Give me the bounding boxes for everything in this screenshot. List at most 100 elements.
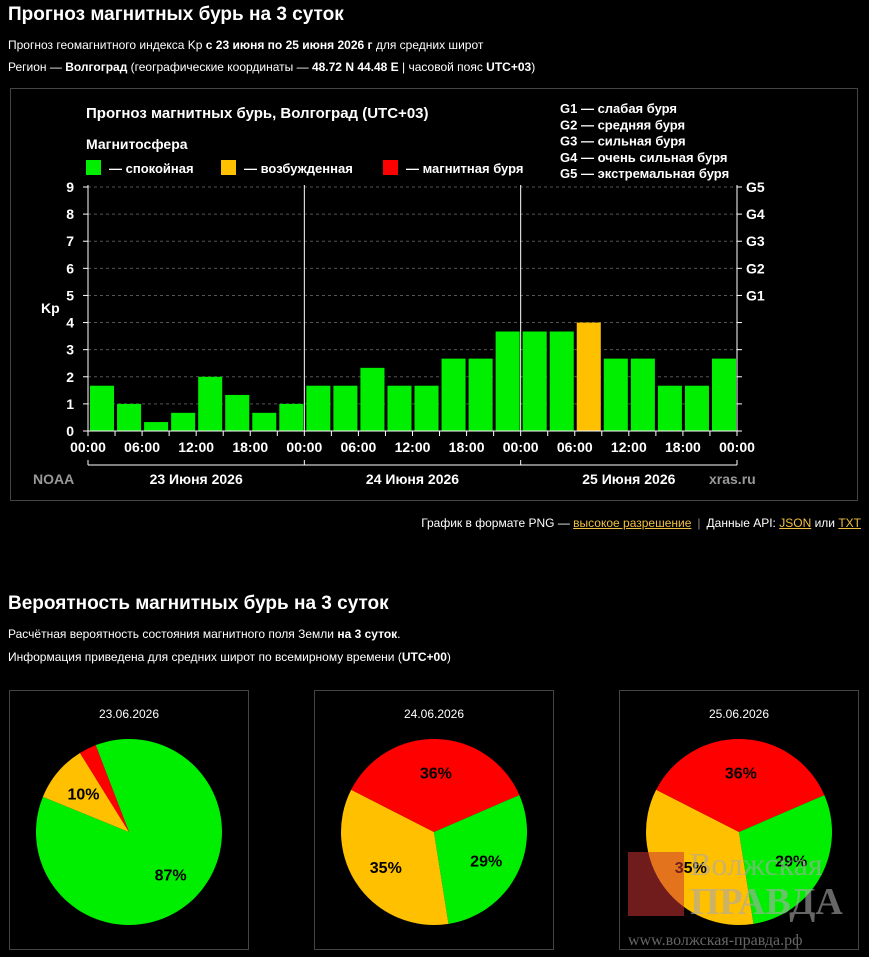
y-tick-label: 3 xyxy=(66,342,74,358)
bar xyxy=(387,385,412,431)
txt-link[interactable]: TXT xyxy=(838,516,861,530)
api-label: Данные API: xyxy=(706,516,780,530)
probability-description-post: . xyxy=(397,627,401,641)
region-coords: 48.72 N 44.48 E xyxy=(311,60,399,74)
pie-slice xyxy=(42,752,129,832)
legend-label-0: — спокойная xyxy=(109,161,194,176)
probability-description: Расчётная вероятность состояния магнитно… xyxy=(8,627,401,641)
probability-timezone: UTC+00 xyxy=(401,650,447,664)
png-label: График в формате PNG — xyxy=(421,516,574,530)
region-timezone: UTC+03 xyxy=(486,60,532,74)
right-tick-G5: G5 xyxy=(746,179,765,195)
pie-slice xyxy=(351,739,520,832)
legend-swatch-1 xyxy=(221,160,236,175)
pie-slice xyxy=(739,795,832,924)
bar xyxy=(117,403,142,431)
g-legend-4: G4 — очень сильная буря xyxy=(560,150,727,165)
x-tick-label: 18:00 xyxy=(665,439,701,455)
bar xyxy=(414,385,439,431)
x-tick-label: 06:00 xyxy=(557,439,593,455)
right-tick-G1: G1 xyxy=(746,287,765,303)
watermark-name-top: Волжская xyxy=(690,846,823,882)
png-hires-link[interactable]: высокое разрешение xyxy=(573,516,692,530)
legend-swatch-2 xyxy=(383,160,398,175)
probability-description-pre: Расчётная вероятность состояния магнитно… xyxy=(8,627,338,641)
region-post: ) xyxy=(531,60,536,74)
pie-chart-day1: 87% 10% xyxy=(35,739,222,926)
pie-chart-day2: 35% 36% 29% xyxy=(341,739,527,926)
page-title: Прогноз магнитных бурь на 3 суток xyxy=(8,4,344,25)
g-legend-1: G1 — слабая буря xyxy=(560,101,677,116)
y-tick-label: 0 xyxy=(66,423,74,439)
source-xras: xras.ru xyxy=(709,471,756,487)
pie-slice-label: 29% xyxy=(775,854,807,871)
right-tick-G2: G2 xyxy=(746,260,765,276)
kp-forecast-chart-panel: Прогноз магнитных бурь, Волгоград (UTC+0… xyxy=(10,88,858,501)
legend-label-1: — возбужденная xyxy=(244,161,353,176)
pie-slice xyxy=(341,789,449,926)
y-tick-label: 9 xyxy=(66,179,74,195)
pie-slice-label: 35% xyxy=(370,860,402,877)
pie-slice-label: 10% xyxy=(67,787,99,804)
bar xyxy=(225,394,250,431)
x-tick-label: 18:00 xyxy=(449,439,485,455)
forecast-dates: с 23 июня по 25 июня 2026 г xyxy=(205,38,373,52)
right-tick-G3: G3 xyxy=(746,233,765,249)
pie-slice-label: 29% xyxy=(470,854,502,871)
forecast-description-pre: Прогноз геомагнитного индекса Kp xyxy=(8,38,206,52)
x-tick-label: 00:00 xyxy=(70,439,106,455)
watermark-name-bottom: ПРАВДА xyxy=(690,881,843,923)
watermark-url: www.волжская-правда.рф xyxy=(628,932,803,949)
bar xyxy=(603,358,628,431)
probability-note: Информация приведена для средних широт п… xyxy=(8,650,451,664)
watermark-logo xyxy=(628,852,684,916)
region-mid2: | часовой пояс xyxy=(398,60,487,74)
legend-swatch-0 xyxy=(86,160,101,175)
bar xyxy=(657,385,682,431)
bar xyxy=(90,385,115,431)
pie-date-day2: 24.06.2026 xyxy=(403,707,465,721)
bar xyxy=(468,358,493,431)
json-link[interactable]: JSON xyxy=(779,516,812,530)
y-tick-label: 2 xyxy=(66,369,74,385)
x-tick-label: 00:00 xyxy=(719,439,755,455)
region-pre: Регион — xyxy=(8,60,66,74)
bar xyxy=(495,331,520,431)
bar xyxy=(360,367,385,431)
bar xyxy=(171,412,196,431)
probability-note-pre: Информация приведена для средних широт п… xyxy=(8,650,402,664)
source-noaa: NOAA xyxy=(33,471,74,487)
x-tick-label: 06:00 xyxy=(341,439,377,455)
legend-title: Магнитосфера xyxy=(86,136,188,152)
bar xyxy=(279,403,304,431)
probability-period: на 3 суток xyxy=(337,627,398,641)
day-label: 23 Июня 2026 xyxy=(150,471,243,487)
probability-title: Вероятность магнитных бурь на 3 суток xyxy=(8,593,389,614)
bar xyxy=(441,358,466,431)
pie-slice xyxy=(79,745,129,832)
pie-slice-label: 87% xyxy=(155,868,187,885)
y-tick-label: 8 xyxy=(66,206,74,222)
y-tick-label: 6 xyxy=(66,260,74,276)
y-tick-label: 1 xyxy=(66,396,74,412)
region-name: Волгоград xyxy=(65,60,128,74)
y-tick-label: 7 xyxy=(66,233,74,249)
pie-slice-label: 36% xyxy=(420,766,452,783)
x-tick-label: 06:00 xyxy=(124,439,160,455)
x-tick-label: 12:00 xyxy=(395,439,431,455)
g-legend-3: G3 — сильная буря xyxy=(560,134,686,149)
pie-slice xyxy=(434,795,527,924)
bar xyxy=(252,412,277,431)
x-tick-label: 12:00 xyxy=(178,439,214,455)
bar xyxy=(306,385,331,431)
bar xyxy=(522,331,547,431)
probability-note-post: ) xyxy=(446,650,451,664)
bar xyxy=(198,376,223,431)
bar xyxy=(333,385,358,431)
g-legend-5: G5 — экстремальная буря xyxy=(560,166,729,181)
bar xyxy=(630,358,655,431)
y-tick-label: 4 xyxy=(66,315,74,331)
x-tick-label: 00:00 xyxy=(503,439,539,455)
region-mid: (географические координаты — xyxy=(127,60,312,74)
pie-panel-day1: 23.06.2026 87% 10% xyxy=(9,690,249,950)
